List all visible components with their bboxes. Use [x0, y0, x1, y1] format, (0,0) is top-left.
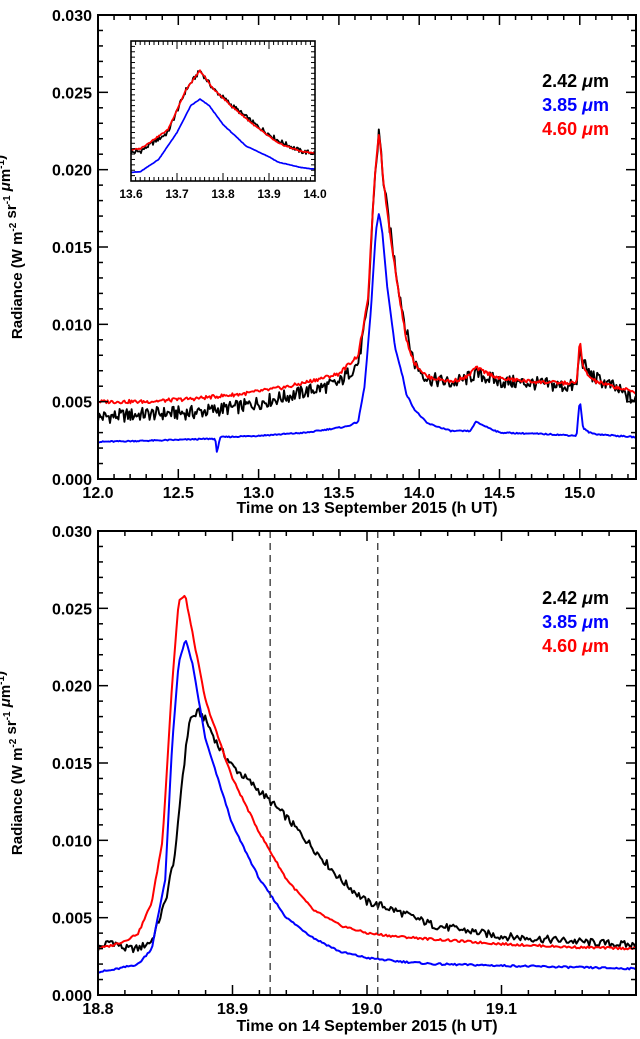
inset-background — [131, 41, 315, 181]
inset-series-line-2 — [130, 98, 316, 174]
plot-frame — [97, 14, 637, 480]
inset-x-tick-label: 13.9 — [257, 187, 281, 201]
y-tick-label: 0.020 — [52, 679, 92, 696]
x-tick-label: 15.0 — [564, 485, 595, 502]
y-tick-label: 0.025 — [52, 85, 92, 102]
x-tick-label: 14.5 — [484, 485, 515, 502]
legend-label: 3.85 μm — [542, 612, 609, 632]
x-axis-label: Time on 14 September 2015 (h UT) — [236, 1018, 497, 1035]
series-line-3 — [97, 134, 637, 405]
series-line-1 — [97, 707, 637, 954]
y-axis-label: Radiance (W m-2 sr-1 μm-1) — [0, 671, 26, 855]
chart-bottom: 0.000 0.005 0.010 0.015 0.020 0.025 0.030 18.8 1… — [0, 524, 637, 1035]
y-tick-label: 0.030 — [52, 8, 92, 25]
x-tick-label: 19.1 — [486, 1001, 517, 1018]
plot-frame — [97, 530, 637, 996]
y-tick-label: 0.010 — [52, 317, 92, 334]
inset-series-line-3 — [130, 69, 316, 155]
legend-label: 3.85 μm — [542, 95, 609, 115]
inset-series-line-1 — [130, 70, 316, 156]
x-tick-label: 14.0 — [404, 485, 435, 502]
legend-label: 2.42 μm — [542, 588, 609, 608]
x-tick-label: 19.0 — [351, 1001, 382, 1018]
legend-label: 4.60 μm — [542, 119, 609, 139]
y-tick-label: 0.015 — [52, 756, 92, 773]
series-line-3 — [97, 594, 637, 951]
legend-label: 2.42 μm — [542, 71, 609, 91]
inset-chart: 13.6 13.7 13.8 13.9 14.0 — [119, 40, 327, 201]
x-tick-label: 12.5 — [163, 485, 194, 502]
x-tick-label: 13.5 — [323, 485, 354, 502]
y-tick-label: 0.000 — [52, 472, 92, 489]
y-tick-label: 0.000 — [52, 988, 92, 1005]
y-tick-label: 0.015 — [52, 240, 92, 257]
legend-label: 4.60 μm — [542, 636, 609, 656]
inset-x-tick-label: 13.7 — [165, 187, 189, 201]
x-tick-label: 13.0 — [243, 485, 274, 502]
y-tick-label: 0.025 — [52, 601, 92, 618]
x-axis-label: Time on 13 September 2015 (h UT) — [236, 500, 497, 517]
x-tick-label: 18.9 — [217, 1001, 248, 1018]
y-tick-label: 0.010 — [52, 833, 92, 850]
series-line-2 — [97, 640, 637, 974]
x-tick-label: 12.0 — [82, 485, 113, 502]
y-tick-label: 0.005 — [52, 911, 92, 928]
inset-x-tick-label: 13.8 — [211, 187, 235, 201]
y-axis-label: Radiance (W m-2 sr-1 μm-1) — [0, 155, 26, 339]
x-tick-label: 18.8 — [82, 1001, 113, 1018]
chart-top: 0.000 0.005 0.010 0.015 0.020 0.025 0.030 12.0 1… — [0, 8, 637, 517]
y-tick-label: 0.005 — [52, 395, 92, 412]
series-line-2 — [97, 213, 636, 453]
inset-frame — [130, 40, 316, 182]
inset-x-tick-label: 14.0 — [303, 187, 327, 201]
y-tick-label: 0.030 — [52, 524, 92, 541]
y-tick-label: 0.020 — [52, 163, 92, 180]
inset-x-tick-label: 13.6 — [119, 187, 143, 201]
